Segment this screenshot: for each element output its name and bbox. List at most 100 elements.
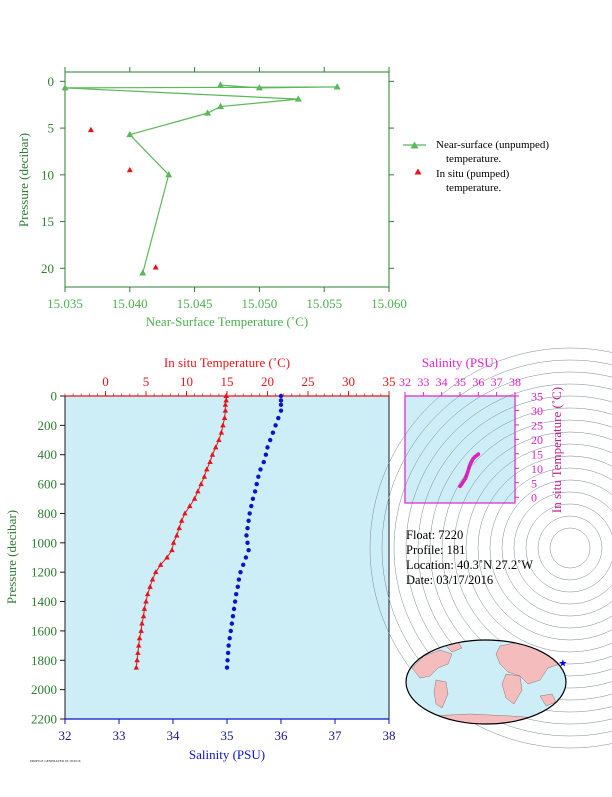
near-surface-x-tick-label: 15.045: [177, 296, 213, 311]
float-location-star: ★: [558, 659, 567, 670]
temperature-profile-point: [195, 488, 201, 494]
temperature-profile-point: [223, 393, 229, 398]
footer-note: PROFILE GENERATED 03/18/2016: [30, 759, 81, 763]
pressure-tick-label: 200: [38, 418, 58, 433]
temperature-profile-point: [207, 459, 213, 465]
near-surface-y-tick-label: 20: [41, 261, 54, 276]
temperature-profile-point: [209, 451, 216, 457]
temperature-profile-point: [164, 554, 170, 560]
near-surface-plot-area: [64, 71, 390, 288]
temperature-profile-point: [201, 473, 208, 479]
salinity-profile-point: [232, 599, 238, 604]
pressure-tick-label: 1000: [31, 535, 57, 550]
salinity-tick-label: 34: [167, 728, 181, 743]
salinity-profile-point: [245, 540, 250, 546]
ts-title: Salinity (PSU): [422, 355, 498, 370]
density-contour: [501, 479, 612, 617]
pressure-tick-label: 1800: [31, 653, 57, 668]
salinity-profile-point: [276, 415, 281, 421]
near-surface-x-axis-label: Near-Surface Temperature (˚C): [146, 314, 308, 329]
unpumped-temperature-point: [139, 269, 147, 276]
temperature-profile-point: [138, 627, 144, 633]
temperature-profile-point: [212, 444, 219, 450]
ts-salinity-tick-label: 34: [436, 375, 448, 389]
salinity-profile-point: [225, 650, 231, 656]
temperature-axis-label: In situ Temperature (˚C): [164, 355, 290, 370]
salinity-profile-point: [278, 402, 284, 408]
profile-plot-area: [65, 396, 389, 719]
pressure-tick-label: 600: [38, 477, 58, 492]
unpumped-temperature-point: [255, 84, 263, 91]
temperature-profile-point: [157, 561, 164, 567]
salinity-profile-point: [246, 518, 251, 523]
salinity-profile-point: [235, 584, 240, 590]
near-surface-x-tick-label: 15.050: [242, 296, 278, 311]
temperature-tick-label: 15: [221, 374, 234, 389]
unpumped-temperature-point: [165, 171, 173, 178]
salinity-profile-point: [225, 658, 230, 663]
unpumped-temperature-point: [126, 130, 134, 138]
ts-density-contours: [369, 347, 612, 749]
ts-salinity-tick-label: 35: [454, 375, 466, 389]
temperature-profile-point: [135, 649, 141, 655]
ts-temperature-tick-label: 35: [531, 390, 543, 404]
temperature-profile-point: [182, 510, 188, 516]
temperature-profile-point: [140, 613, 147, 619]
unpumped-temperature-point: [61, 84, 69, 91]
pressure-tick-label: 2000: [31, 682, 57, 697]
ts-points: [458, 452, 481, 489]
temperature-profile-point: [204, 466, 210, 472]
salinity-tick-label: 38: [383, 728, 396, 743]
salinity-profile-point: [256, 474, 261, 479]
float-info: Float: 7220 Profile: 181 Location: 40.3˚…: [406, 528, 533, 588]
map-land: [411, 641, 563, 724]
pressure-tick-label: 1600: [31, 623, 57, 638]
density-contour: [489, 467, 612, 629]
legend-pumped-label-2: temperature.: [446, 182, 502, 194]
ts-point: [472, 455, 477, 459]
temperature-tick-label: 30: [342, 374, 355, 389]
world-map: ★: [405, 639, 567, 725]
salinity-ticks: 32 33 34 35 36 37 38: [59, 719, 396, 743]
density-contour: [417, 395, 612, 701]
salinity-axis-label: Salinity (PSU): [189, 747, 265, 762]
density-contour: [369, 347, 612, 749]
salinity-profile-point: [261, 459, 266, 465]
ts-salinity-ticks: 32 33 34 35 36 37 38: [399, 375, 521, 396]
temperature-profile-point: [170, 539, 177, 545]
legend-unpumped-label-1: Near-surface (unpumped): [436, 139, 549, 151]
ts-temperature-tick-label: 30: [531, 404, 543, 418]
legend-pumped-label-1: In situ (pumped): [436, 168, 510, 180]
salinity-profile-point: [270, 430, 276, 435]
near-surface-series: [61, 81, 341, 276]
ts-temperature-tick-label: 0: [531, 491, 537, 505]
temperature-profile-point: [223, 397, 229, 403]
salinity-profile-point: [278, 393, 284, 399]
salinity-profile-point: [278, 398, 284, 403]
pressure-tick-label: 800: [38, 506, 58, 521]
temperature-profile-point: [144, 591, 151, 597]
near-surface-y-tick-label: 15: [41, 214, 54, 229]
unpumped-temperature-point: [204, 109, 212, 116]
temperature-profile-point: [136, 635, 143, 641]
unpumped-temperature-point: [294, 95, 302, 102]
temperature-profile-point: [218, 429, 225, 435]
near-surface-y-tick-label: 0: [48, 74, 55, 89]
salinity-profile-point: [246, 547, 251, 553]
legend-unpumped-label-2: temperature.: [446, 153, 502, 165]
pressure-axis-label: Pressure (decibar): [4, 510, 19, 604]
salinity-profile-point: [236, 577, 242, 582]
float-location-marker: ★: [558, 659, 567, 670]
salinity-profile-point: [228, 628, 233, 634]
density-contour: [465, 443, 612, 653]
salinity-profile-point: [230, 614, 236, 619]
temperature-tick-label: 25: [302, 374, 315, 389]
density-contour: [453, 431, 612, 665]
temperature-tick-label: 0: [102, 374, 109, 389]
pressure-ticks: 0 200 400 600 800 1000 1200 1400 1600 1800 2000 220…: [31, 389, 65, 727]
ts-salinity-tick-label: 37: [491, 375, 503, 389]
map-outline: [405, 639, 567, 725]
salinity-tick-label: 37: [329, 728, 343, 743]
ts-temperature-tick-label: 20: [531, 433, 543, 447]
